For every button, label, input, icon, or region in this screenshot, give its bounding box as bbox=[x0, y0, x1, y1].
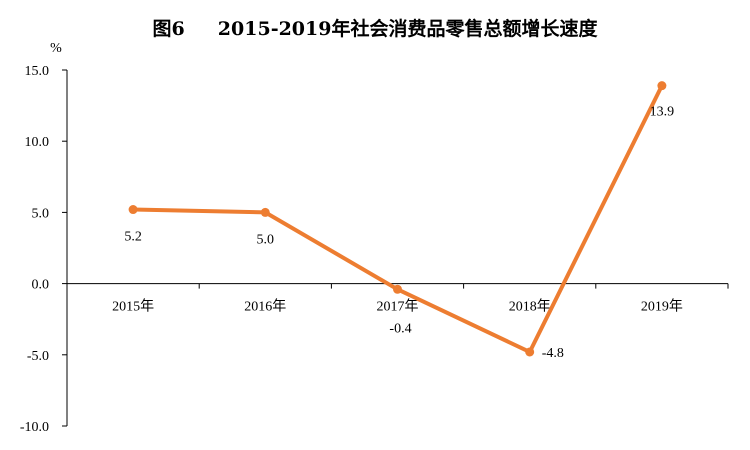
data-label: 5.2 bbox=[124, 230, 142, 245]
y-tick-label: 5.0 bbox=[32, 206, 50, 221]
data-label: 5.0 bbox=[257, 232, 275, 247]
x-tick-label: 2017年 bbox=[377, 299, 419, 315]
y-tick-label: -10.0 bbox=[20, 420, 49, 435]
data-point bbox=[525, 347, 535, 357]
x-tick-label: 2018年 bbox=[509, 299, 551, 315]
y-axis-unit: % bbox=[50, 41, 62, 56]
data-point bbox=[657, 81, 667, 91]
data-point bbox=[260, 207, 270, 217]
axes bbox=[62, 69, 729, 427]
x-tick-label: 2015年 bbox=[112, 299, 154, 315]
data-label: -0.4 bbox=[389, 321, 411, 336]
data-point bbox=[393, 284, 402, 294]
series-layer bbox=[128, 81, 667, 357]
y-tick-label: -5.0 bbox=[27, 349, 49, 364]
y-tick-label: 10.0 bbox=[25, 135, 50, 150]
data-label: 13.9 bbox=[650, 105, 675, 120]
y-tick-label: 15.0 bbox=[25, 64, 50, 79]
data-point bbox=[128, 205, 138, 215]
data-labels: 5.2 5.0 -0.4 -4.8 13.9 bbox=[124, 105, 674, 361]
y-tick-label: 0.0 bbox=[32, 278, 50, 293]
chart-title: 图6 2015-2019年社会消费品零售总额增长速度 bbox=[152, 18, 598, 40]
x-tick-label: 2016年 bbox=[244, 299, 286, 315]
y-tick-labels: 15.0 10.0 5.0 0.0 -5.0 -10.0% bbox=[20, 41, 62, 435]
x-tick-labels: 2015年 2016年 2017年 2018年 2019年 bbox=[112, 299, 683, 315]
x-tick-label: 2019年 bbox=[641, 299, 683, 315]
data-label: -4.8 bbox=[542, 346, 564, 361]
